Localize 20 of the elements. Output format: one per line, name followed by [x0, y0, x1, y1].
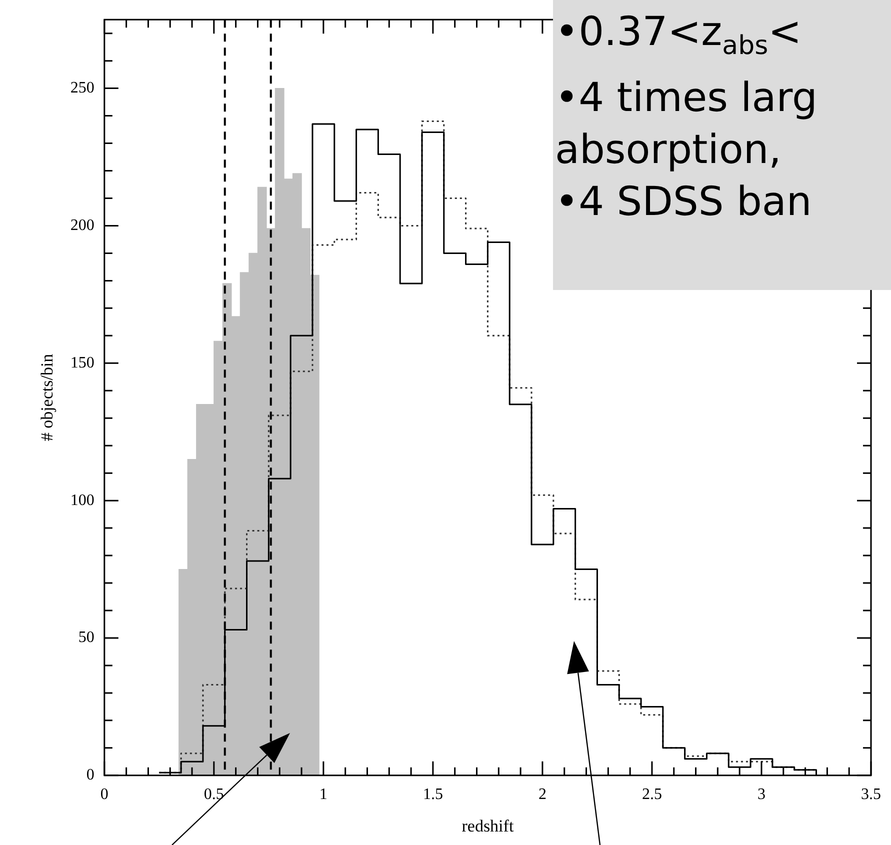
annotation: •0.37<z$_{abs}$<: [554, 8, 803, 63]
x-axis-title: redshift: [462, 816, 514, 836]
y-tick-label: 100: [70, 492, 94, 509]
x-tick-label: 1.5: [422, 786, 443, 804]
x-tick-label: 0: [100, 786, 108, 804]
x-tick-label: 3: [757, 786, 766, 804]
x-tick-label: 1: [319, 786, 328, 804]
x-tick-label: 3.5: [861, 786, 881, 804]
annotation: •4 SDSS ban: [554, 178, 813, 227]
y-tick-label: 50: [78, 629, 94, 646]
annotation: absorption,: [554, 126, 782, 175]
y-tick-label: 250: [70, 80, 94, 97]
y-tick-label: 200: [70, 216, 94, 234]
x-tick-label: 0.5: [204, 786, 224, 804]
x-tick-label: 2: [538, 786, 546, 804]
y-axis-title: # objects/bin: [38, 353, 57, 442]
x-tick-label: 2.5: [642, 786, 662, 804]
y-tick-label: 0: [86, 766, 94, 784]
annotation: •4 times larg: [554, 74, 818, 123]
y-tick-label: 150: [70, 354, 94, 372]
